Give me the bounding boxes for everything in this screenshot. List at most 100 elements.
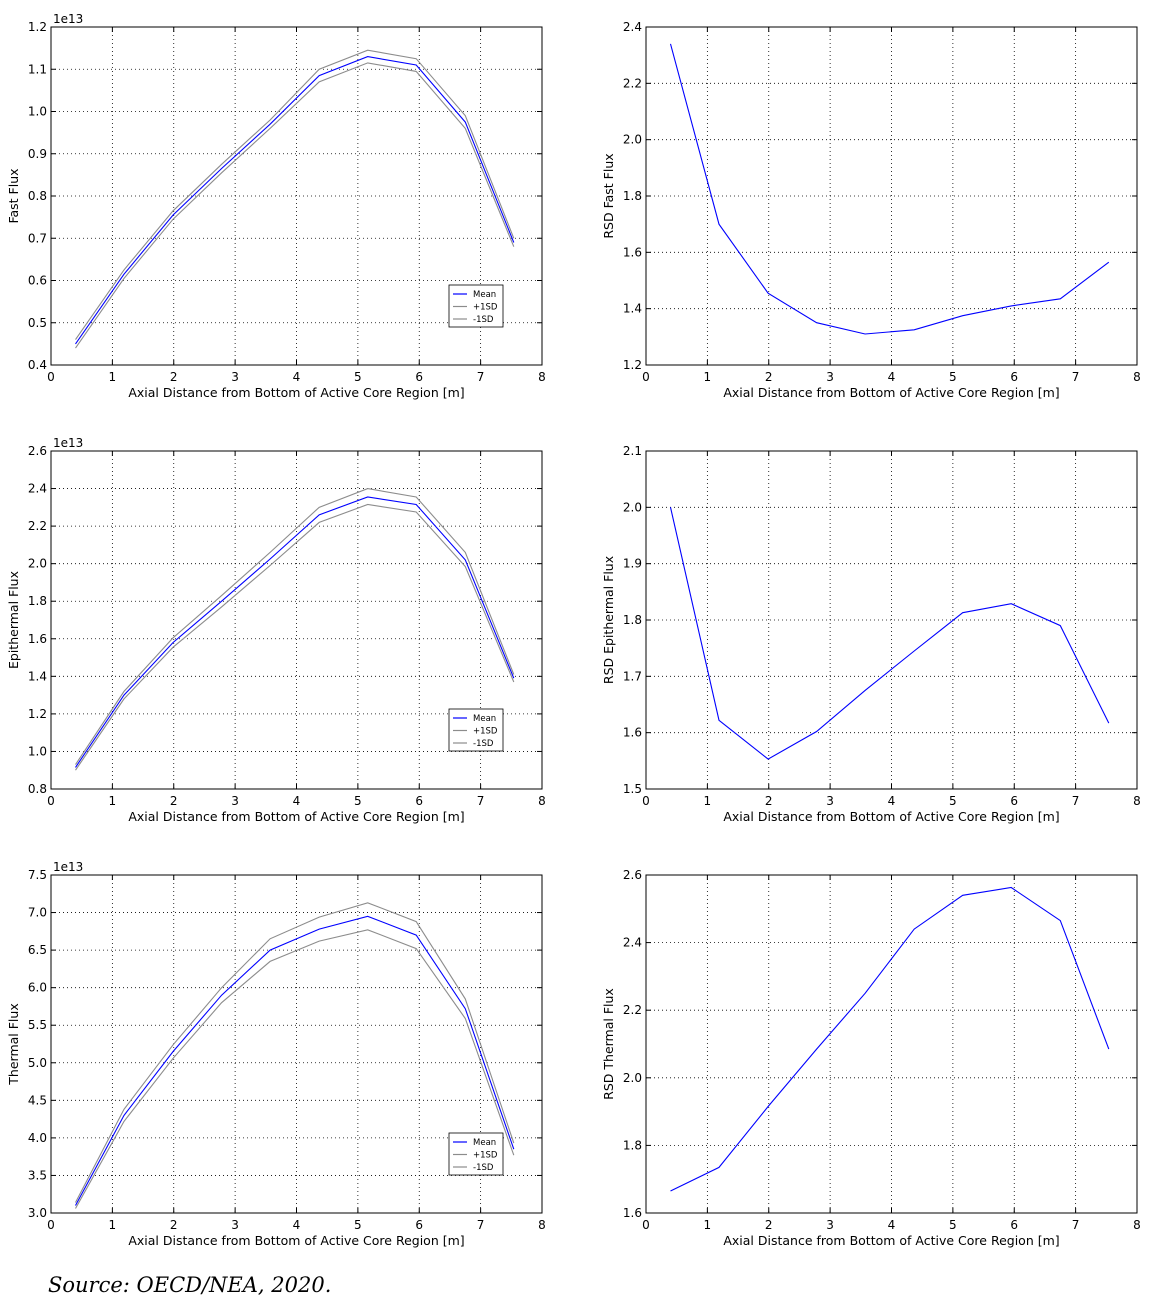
x-tick-label: 7 — [1072, 1218, 1080, 1232]
legend-entry: Mean — [473, 290, 496, 300]
plot-frame — [645, 26, 1138, 366]
x-tick-label: 2 — [765, 370, 773, 384]
y-tick-label: 1.1 — [28, 62, 47, 76]
y-tick-label: 2.4 — [623, 20, 642, 34]
y-tick-label: 4.5 — [28, 1093, 47, 1107]
y-tick-label: 1.0 — [28, 744, 47, 758]
series-line-mean — [75, 56, 515, 345]
x-tick-label: 1 — [109, 794, 117, 808]
x-tick-label: 4 — [293, 1218, 301, 1232]
plot-frame — [50, 874, 543, 1214]
y-axis-label: Epithermal Flux — [6, 571, 21, 669]
source-note: Source: OECD/NEA, 2020. — [48, 1273, 332, 1297]
chart-panel-1: 0 1 2 3 4 5 6 7 8 0.4 0.5 0.6 0.7 0.8 0.9 1.0 1.1 1.2 Axia… — [6, 12, 546, 400]
legend: Mean +1SD -1SD — [448, 284, 504, 328]
y-tick-label: 2.0 — [623, 133, 642, 147]
series-line-minus-1sd — [75, 62, 515, 349]
x-tick-label: 0 — [642, 1218, 650, 1232]
y-tick-label: 2.2 — [623, 76, 642, 90]
x-tick-label: 8 — [538, 794, 546, 808]
y-tick-label: 2.6 — [28, 444, 47, 458]
y-tick-label: 5.5 — [28, 1018, 47, 1032]
legend-box — [448, 284, 504, 328]
x-tick-label: 3 — [231, 1218, 239, 1232]
x-axis-label: Axial Distance from Bottom of Active Cor… — [128, 809, 464, 824]
x-axis-label: Axial Distance from Bottom of Active Cor… — [723, 809, 1059, 824]
y-tick-label: 2.4 — [28, 482, 47, 496]
y-axis-label: Thermal Flux — [6, 1003, 21, 1085]
x-tick-label: 5 — [949, 794, 957, 808]
x-tick-label: 6 — [415, 794, 423, 808]
x-tick-label: 8 — [538, 370, 546, 384]
x-tick-label: 2 — [170, 794, 178, 808]
x-tick-label: 6 — [1010, 794, 1018, 808]
x-tick-label: 1 — [704, 370, 712, 384]
y-tick-label: 2.0 — [623, 1071, 642, 1085]
y-tick-label: 3.5 — [28, 1168, 47, 1182]
legend-entry: +1SD — [473, 303, 498, 313]
y-scale-offset-label: 1e13 — [53, 12, 83, 26]
x-axis-label: Axial Distance from Bottom of Active Cor… — [128, 1233, 464, 1248]
y-scale-offset-label: 1e13 — [53, 860, 83, 874]
x-tick-label: 7 — [1072, 794, 1080, 808]
y-tick-label: 1.2 — [623, 358, 642, 372]
y-tick-label: 1.2 — [28, 20, 47, 34]
x-tick-label: 1 — [109, 1218, 117, 1232]
series-line-rsd — [670, 886, 1110, 1192]
x-tick-label: 6 — [415, 1218, 423, 1232]
x-tick-label: 3 — [231, 794, 239, 808]
x-tick-label: 3 — [231, 370, 239, 384]
plot-frame — [50, 450, 543, 790]
chart-panel-5: 0 1 2 3 4 5 6 7 8 3.0 3.5 4.0 4.5 5.0 5.5 6.0 6.5 7.0 7.5 A… — [6, 860, 546, 1248]
y-axis-label: RSD Thermal Flux — [601, 988, 616, 1100]
legend-entry: +1SD — [473, 1151, 498, 1161]
chart-panel-4: 0 1 2 3 4 5 6 7 8 1.5 1.6 1.7 1.8 1.9 2.0 2.1 Axial Dist… — [601, 444, 1141, 824]
y-tick-label: 0.7 — [28, 231, 47, 245]
y-tick-label: 1.6 — [623, 1206, 642, 1220]
y-tick-label: 1.8 — [623, 1138, 642, 1152]
x-tick-label: 2 — [765, 1218, 773, 1232]
x-tick-label: 1 — [704, 794, 712, 808]
legend-entry: -1SD — [473, 739, 494, 749]
plot-frame — [645, 450, 1138, 790]
y-tick-label: 0.8 — [28, 189, 47, 203]
x-tick-label: 6 — [1010, 370, 1018, 384]
y-tick-label: 1.4 — [28, 669, 47, 683]
x-tick-label: 0 — [642, 370, 650, 384]
x-tick-label: 6 — [1010, 1218, 1018, 1232]
x-tick-label: 4 — [293, 370, 301, 384]
x-tick-label: 0 — [47, 1218, 55, 1232]
chart-panel-3: 0 1 2 3 4 5 6 7 8 0.8 1.0 1.2 1.4 1.6 1.8 2.0 2.2 2.4 2.6 A… — [6, 436, 546, 824]
x-tick-label: 2 — [765, 794, 773, 808]
y-tick-label: 2.1 — [623, 444, 642, 458]
x-axis-label: Axial Distance from Bottom of Active Cor… — [723, 1233, 1059, 1248]
x-tick-label: 5 — [949, 1218, 957, 1232]
x-tick-label: 5 — [354, 1218, 362, 1232]
x-tick-label: 4 — [888, 370, 896, 384]
x-tick-label: 5 — [949, 370, 957, 384]
x-axis-label: Axial Distance from Bottom of Active Cor… — [723, 385, 1059, 400]
series-line-minus-1sd — [75, 503, 515, 771]
y-tick-label: 2.2 — [28, 519, 47, 533]
series-line-minus-1sd — [75, 929, 515, 1209]
y-tick-label: 5.0 — [28, 1056, 47, 1070]
y-tick-label: 0.9 — [28, 147, 47, 161]
y-tick-label: 7.5 — [28, 868, 47, 882]
y-tick-label: 1.6 — [623, 245, 642, 259]
x-tick-label: 3 — [826, 794, 834, 808]
y-tick-label: 1.6 — [28, 632, 47, 646]
y-tick-label: 0.6 — [28, 274, 47, 288]
y-tick-label: 1.6 — [623, 726, 642, 740]
figure-canvas: 0 1 2 3 4 5 6 7 8 0.4 0.5 0.6 0.7 0.8 0.9 1.0 1.1 1.2 Axia… — [6, 12, 1141, 1248]
legend-entry: -1SD — [473, 315, 494, 325]
y-tick-label: 6.5 — [28, 943, 47, 957]
y-tick-label: 7.0 — [28, 906, 47, 920]
y-tick-label: 1.7 — [623, 669, 642, 683]
x-tick-label: 0 — [47, 370, 55, 384]
series-line-rsd — [669, 43, 1110, 335]
x-tick-label: 3 — [826, 370, 834, 384]
chart-panel-6: 0 1 2 3 4 5 6 7 8 1.6 1.8 2.0 2.2 2.4 2.6 Axial Distanc… — [601, 868, 1141, 1248]
x-tick-label: 5 — [354, 794, 362, 808]
x-tick-label: 8 — [1133, 370, 1141, 384]
plot-frame — [645, 874, 1138, 1214]
